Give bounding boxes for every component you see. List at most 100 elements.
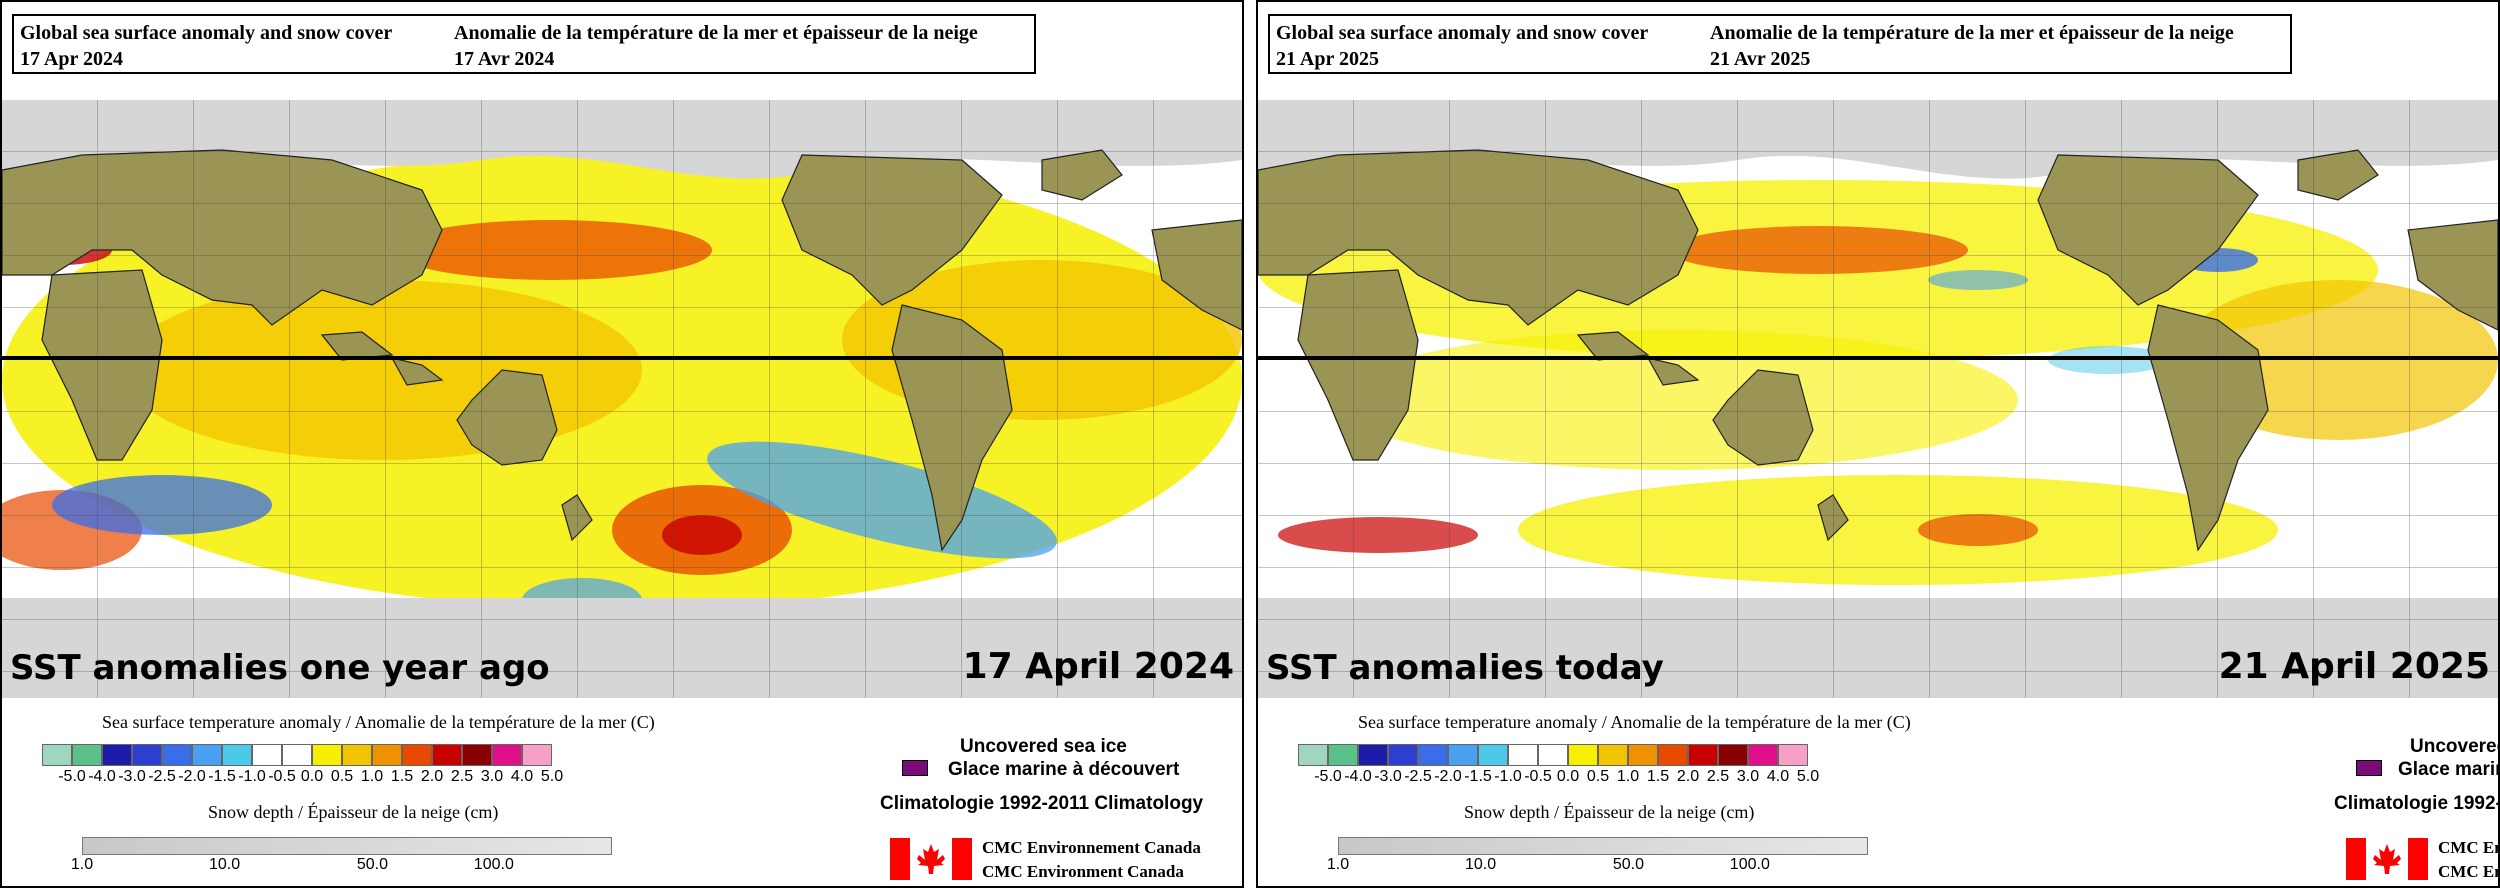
sst-tick-label: 4.0 [510,768,534,785]
map-caption: SST anomalies today [1266,648,1664,688]
sst-tick-label: 0.0 [1556,768,1580,785]
sst-swatch [1358,744,1388,766]
sst-swatch [222,744,252,766]
sst-swatch [42,744,72,766]
sst-tick-label: -2.5 [148,768,176,785]
sst-tick-label: 1.5 [390,768,414,785]
date-fr: 17 Avr 2024 [454,48,555,70]
sst-swatch [1388,744,1418,766]
sst-tick-label: 2.5 [450,768,474,785]
snow-tick-labels: 1.0 10.0 50.0 100.0 [1327,856,1866,878]
sea-ice-label-fr: Glace marine à découvert [2398,759,2498,780]
sst-swatch [1688,744,1718,766]
sst-swatch [1298,744,1328,766]
sst-tick-label: -3.0 [118,768,146,785]
sea-ice-label-fr: Glace marine à découvert [948,759,1180,780]
sst-swatch [1598,744,1628,766]
sst-swatch [1628,744,1658,766]
sst-tick-label: 5.0 [540,768,564,785]
snow-tick-label: 10.0 [1464,856,1497,873]
sst-tick-label: 5.0 [1796,768,1820,785]
sst-swatch [312,744,342,766]
sst-swatch [1328,744,1358,766]
title-box: Global sea surface anomaly and snow cove… [12,14,1036,74]
sst-swatch [1448,744,1478,766]
sst-swatch [162,744,192,766]
date-fr: 21 Avr 2025 [1710,48,1811,70]
legend: Sea surface temperature anomaly / Anomal… [1258,702,2498,886]
cmc-label-fr: CMC Environnement Canada [2438,838,2498,857]
sst-color-bar [42,744,552,766]
sst-tick-label: 2.0 [1676,768,1700,785]
sst-tick-label: -4.0 [1344,768,1372,785]
sst-tick-label: -1.0 [238,768,266,785]
snow-tick-label: 50.0 [356,856,388,873]
snow-tick-label: 50.0 [1612,856,1644,873]
date-en: 17 Apr 2024 [20,48,123,70]
sst-tick-label: 1.5 [1646,768,1670,785]
sst-swatch [462,744,492,766]
sst-swatch [342,744,372,766]
sst-tick-label: 0.0 [300,768,324,785]
snow-legend-title: Snow depth / Épaisseur de la neige (cm) [1464,802,1755,822]
sst-legend-title: Sea surface temperature anomaly / Anomal… [102,712,655,732]
map-panel-2025: Global sea surface anomaly and snow cove… [1256,0,2500,888]
sst-swatch [192,744,222,766]
sst-swatch [492,744,522,766]
snow-tick-labels: 1.0 10.0 50.0 100.0 [71,856,610,878]
sea-ice-swatch [2356,760,2382,776]
sst-anomaly-map [2,100,1242,698]
sst-tick-label: -3.0 [1374,768,1402,785]
snow-tick-label: 100.0 [473,856,514,873]
map-date: 17 April 2024 [962,646,1234,687]
sst-swatch [132,744,162,766]
cmc-label-en: CMC Environment Canada [982,862,1184,881]
snow-depth-bar [82,837,612,855]
sst-swatch [282,744,312,766]
sst-tick-label: 0.5 [330,768,354,785]
map-panel-2024: Global sea surface anomaly and snow cove… [0,0,1244,888]
sst-tick-label: -2.0 [1434,768,1462,785]
sst-tick-label: 1.0 [1616,768,1640,785]
title-en: Global sea surface anomaly and snow cove… [1276,22,1649,44]
sst-swatch [1478,744,1508,766]
map-date: 21 April 2025 [2218,646,2490,687]
snow-tick-label: 1.0 [1326,856,1350,873]
snow-tick-label: 100.0 [1729,856,1770,873]
sst-color-bar [1298,744,1808,766]
title-fr: Anomalie de la température de la mer et … [1710,22,2234,44]
sst-tick-label: 1.0 [360,768,384,785]
sst-swatch [72,744,102,766]
sst-tick-label: 2.0 [420,768,444,785]
sst-legend-title: Sea surface temperature anomaly / Anomal… [1358,712,1911,732]
sst-swatch [1778,744,1808,766]
sea-ice-label-en: Uncovered sea ice [960,736,1127,757]
cmc-label-en: CMC Environment Canada [2438,862,2498,881]
sst-swatch [432,744,462,766]
sst-swatch [1748,744,1778,766]
sst-tick-label: -5.0 [1314,768,1342,785]
sst-swatch [1508,744,1538,766]
sst-tick-label: -2.0 [178,768,206,785]
sst-tick-label: 0.5 [1586,768,1610,785]
sst-swatch [1538,744,1568,766]
legend: Sea surface temperature anomaly / Anomal… [2,702,1242,886]
sst-tick-label: -1.5 [1464,768,1492,785]
sst-swatch [522,744,552,766]
canada-flag-icon [2346,838,2428,880]
sst-anomaly-map [1258,100,2498,698]
sst-tick-label: -0.5 [1524,768,1552,785]
map-caption: SST anomalies one year ago [10,648,550,688]
title-fr: Anomalie de la température de la mer et … [454,22,978,44]
sst-swatch [1658,744,1688,766]
cmc-label-fr: CMC Environnement Canada [982,838,1201,857]
sst-tick-label: -2.5 [1404,768,1432,785]
sst-tick-labels: -5.0 -4.0 -3.0 -2.5 -2.0 -1.5 -1.0 -0.5 0.0 0.5 1.… [1298,768,1958,790]
sst-swatch [1718,744,1748,766]
sst-tick-label: -4.0 [88,768,116,785]
climatology-label: Climatologie 1992-2011 Climatology [2334,793,2498,814]
sst-swatch [372,744,402,766]
sst-tick-label: -5.0 [58,768,86,785]
title-box: Global sea surface anomaly and snow cove… [1268,14,2292,74]
climatology-label: Climatologie 1992-2011 Climatology [880,793,1204,814]
